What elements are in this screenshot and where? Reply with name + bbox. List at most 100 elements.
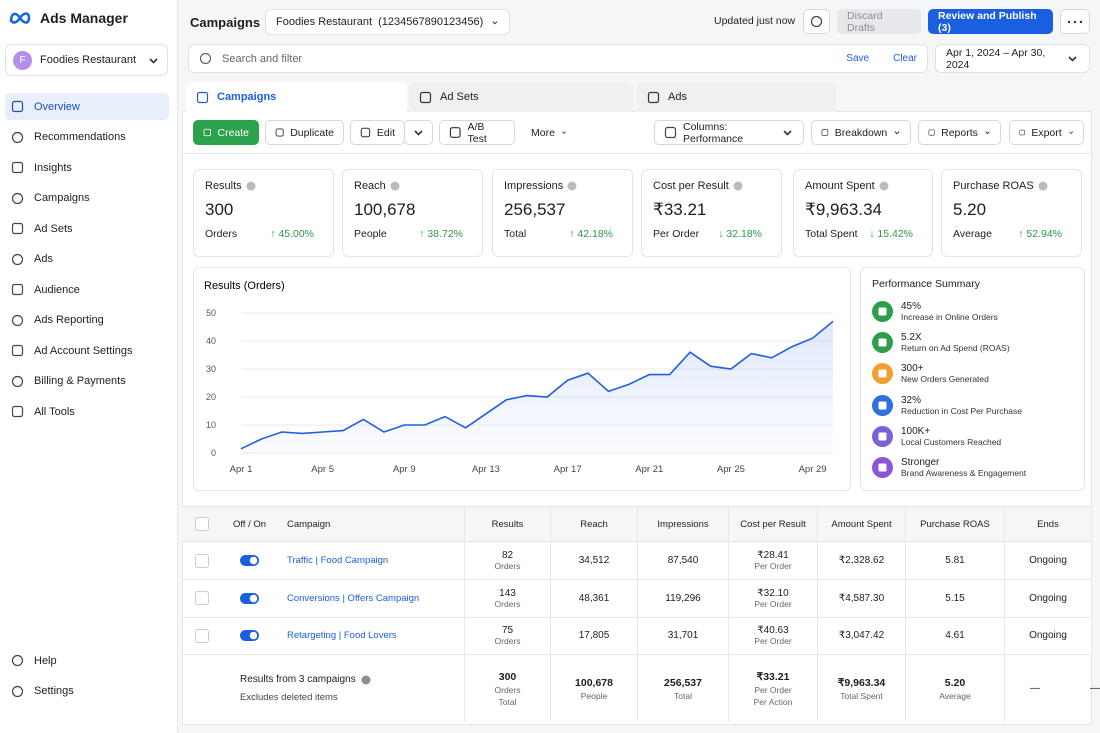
date-range[interactable]: Apr 1, 2024 – Apr 30, 2024	[935, 44, 1090, 73]
kpi-footer: Per Order ↓ 32.18%	[653, 228, 770, 240]
checkbox[interactable]	[195, 591, 209, 606]
badge-glyph	[878, 432, 887, 441]
toolbar-button[interactable]: Reports	[918, 120, 1001, 145]
cell: ₹4,587.30	[818, 579, 906, 617]
dot	[1079, 20, 1083, 23]
glyph	[449, 127, 461, 138]
checkbox[interactable]	[195, 553, 209, 568]
info-icon	[361, 675, 371, 684]
icon	[199, 52, 212, 65]
summary-text: 45% Increase in Online Orders	[901, 301, 998, 322]
glyph	[275, 128, 284, 137]
cell: 5.15	[906, 579, 1005, 617]
nav-item[interactable]: Overview	[5, 93, 169, 120]
tab[interactable]: Ad Sets	[409, 82, 633, 112]
icon	[11, 405, 24, 418]
table-header: Off / On Campaign Results Reach Impressions C…	[182, 506, 1092, 542]
nav-label: Campaigns	[34, 192, 90, 204]
icon	[647, 91, 660, 103]
brand: Ads Manager	[8, 10, 128, 26]
checkbox[interactable]	[195, 628, 209, 643]
cell-value[interactable]: Retargeting | Food Lovers	[287, 630, 397, 642]
toolbar-button[interactable]: More	[521, 120, 577, 145]
toggle[interactable]	[240, 592, 259, 604]
nav-item[interactable]: Ad Sets	[5, 215, 169, 242]
nav-item[interactable]: Campaigns	[5, 185, 169, 212]
toolbar-label: Edit	[376, 126, 395, 139]
glyph	[11, 192, 24, 204]
toolbar-button[interactable]: Export	[1009, 120, 1084, 145]
kpi-change: ↑ 52.94%	[1018, 228, 1062, 240]
area	[241, 321, 833, 453]
icon	[11, 654, 24, 667]
cell: 87,540	[638, 542, 729, 579]
toolbar-button[interactable]: Edit	[350, 120, 405, 145]
discard-button[interactable]: Discard Drafts	[837, 9, 921, 34]
toolbar-label: Create	[217, 126, 249, 139]
info	[879, 181, 889, 191]
nav-item[interactable]: Ads	[5, 246, 169, 273]
nav-item[interactable]: Recommendations	[5, 124, 169, 151]
toolbar-button[interactable]: Create	[193, 120, 259, 145]
glyph	[11, 685, 24, 697]
more-button[interactable]	[1060, 9, 1090, 34]
chart: Results (Orders) 0 10 20 30 40 50 Apr 1 Apr 5 Apr…	[204, 280, 834, 475]
kpi-sub: Total	[504, 228, 527, 240]
cell-value[interactable]: Traffic | Food Campaign	[287, 555, 389, 566]
save-link[interactable]: Save	[846, 53, 870, 64]
tab-label: Ads	[668, 91, 687, 103]
toolbar-button[interactable]: Duplicate	[265, 120, 344, 145]
totals-value: 100,678	[575, 676, 613, 689]
cell: 48,361	[551, 579, 638, 617]
cell-value: 5.15	[945, 592, 965, 604]
cell-value[interactable]: Conversions | Offers Campaign	[287, 592, 420, 604]
nav-item[interactable]: Ads Reporting	[5, 307, 169, 334]
totals-value: ₹9,963.34	[837, 676, 886, 689]
toggle[interactable]	[240, 630, 259, 642]
nav-item[interactable]: Audience	[5, 276, 169, 303]
more-dots	[1067, 20, 1083, 23]
totals-value: People	[580, 690, 608, 701]
tab[interactable]: Campaigns	[186, 82, 407, 112]
x-tick-label: Apr 21	[635, 464, 663, 475]
icon	[414, 130, 423, 136]
clear-link[interactable]: Clear	[893, 53, 917, 64]
nav-label: Ads Reporting	[34, 314, 104, 326]
caret	[1068, 131, 1073, 135]
cell: 31,701	[638, 617, 729, 655]
publish-button[interactable]: Review and Publish (3)	[928, 9, 1053, 34]
account-switcher[interactable]: F Foodies Restaurant	[5, 44, 168, 76]
cell: ₹32.10 Per Order	[729, 579, 818, 617]
toggle[interactable]	[240, 555, 259, 566]
checkbox[interactable]	[195, 517, 209, 531]
cell: Traffic | Food Campaign	[277, 542, 465, 579]
update-status: Updated just now	[714, 15, 796, 27]
nav-item[interactable]: Billing & Payments	[5, 368, 169, 395]
refresh-button[interactable]	[803, 9, 830, 34]
nav-label: Audience	[34, 283, 80, 296]
cell-value: Ongoing	[1029, 555, 1067, 566]
summary-icon	[872, 332, 893, 354]
nav-item[interactable]: Ad Account Settings	[5, 337, 169, 364]
nav-item[interactable]: All Tools	[5, 398, 169, 425]
tab[interactable]: Ads	[637, 82, 836, 112]
header-cell: Campaign	[277, 507, 465, 541]
toolbar-button[interactable]: Breakdown	[811, 120, 911, 145]
cell	[182, 542, 222, 579]
totals-value: Total Spent	[840, 690, 883, 701]
nav-item[interactable]: Insights	[5, 154, 169, 181]
caret	[149, 57, 158, 64]
cell	[222, 580, 277, 617]
kpi-footer: Average ↑ 52.94%	[953, 228, 1070, 240]
x-tick-label: Apr 5	[311, 464, 334, 475]
account-select[interactable]: Foodies Restaurant (1234567890123456)	[265, 9, 510, 35]
toolbar-label: Duplicate	[290, 126, 334, 139]
icon	[664, 126, 677, 139]
toolbar-button[interactable]: A/B Test	[439, 120, 515, 145]
nav-item[interactable]: Settings	[5, 678, 169, 705]
cell-unit: Orders	[494, 636, 521, 647]
kpi-card: Results 300 Orders ↑ 45.00%	[193, 169, 334, 257]
toolbar-button[interactable]: Columns: Performance	[654, 120, 804, 145]
edit-dropdown[interactable]	[404, 120, 433, 145]
nav-item[interactable]: Help	[5, 647, 169, 674]
